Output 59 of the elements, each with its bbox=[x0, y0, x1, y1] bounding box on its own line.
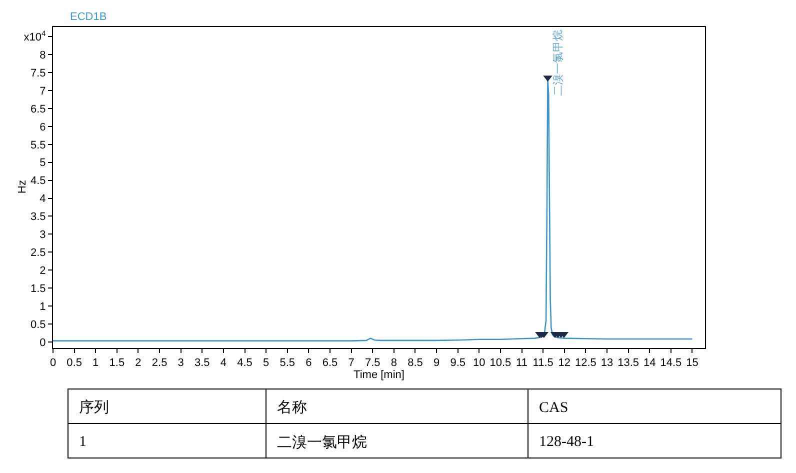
x-tick-label: 8 bbox=[390, 357, 397, 370]
x-tick-label: 1.5 bbox=[109, 357, 125, 370]
y-tick-label: 5.5 bbox=[30, 139, 46, 152]
x-tick-label: 0.5 bbox=[66, 357, 82, 370]
x-tick-label: 12.5 bbox=[574, 357, 596, 370]
y-axis-title: Hz bbox=[16, 180, 28, 194]
y-tick-label: 6 bbox=[40, 121, 46, 134]
x-tick-label: 10.5 bbox=[490, 357, 512, 370]
x-tick-label: 2.5 bbox=[152, 357, 168, 370]
x-tick-label: 15 bbox=[686, 357, 698, 370]
y-tick-label: 8 bbox=[40, 50, 46, 62]
x-tick-label: 11 bbox=[516, 357, 528, 370]
y-tick-label: 1 bbox=[40, 300, 46, 313]
x-tick-label: 1 bbox=[92, 357, 99, 370]
x-tick-label: 7 bbox=[348, 357, 354, 370]
x-tick-label: 7.5 bbox=[364, 357, 380, 370]
x-tick-label: 8.5 bbox=[408, 357, 423, 370]
y-tick-label: x10$^{4}$ bbox=[24, 28, 47, 44]
x-tick-label: 4.5 bbox=[237, 357, 252, 370]
x-tick-label: 3 bbox=[178, 357, 184, 370]
x-tick-label: 4 bbox=[220, 357, 227, 370]
text: 序列 bbox=[79, 399, 109, 416]
y-tick-label: 2.5 bbox=[30, 246, 46, 259]
y-tick-label: 4.5 bbox=[30, 175, 46, 188]
y-tick-label: 3.5 bbox=[30, 211, 46, 224]
y-tick-label: 5 bbox=[40, 157, 46, 170]
y-tick-label: 6.5 bbox=[30, 103, 46, 116]
x-tick-label: 9 bbox=[433, 357, 440, 370]
x-tick-label: 0 bbox=[50, 357, 56, 370]
x-tick-label: 13.5 bbox=[618, 357, 639, 370]
y-tick-label: 7.5 bbox=[30, 67, 46, 80]
y-tick-label: 7 bbox=[40, 85, 46, 98]
text: 128-48-1 bbox=[539, 434, 594, 450]
x-tick-label: 2 bbox=[135, 357, 142, 370]
y-tick-label: 1.5 bbox=[30, 282, 46, 295]
y-tick-label: 0.5 bbox=[30, 318, 46, 331]
y-tick-label: 2 bbox=[40, 264, 46, 277]
annotation: 二溴一氯甲烷 bbox=[552, 30, 565, 96]
text: 1 bbox=[79, 434, 86, 450]
y-tick-label: 4 bbox=[40, 193, 46, 206]
x-tick-label: 9.5 bbox=[450, 357, 466, 370]
x-tick-label: 3.5 bbox=[194, 357, 210, 370]
x-tick-label: 10 bbox=[473, 357, 486, 370]
x-axis-title: Time [min] bbox=[354, 369, 404, 382]
text: 名称 bbox=[277, 399, 307, 416]
x-tick-label: 6 bbox=[306, 357, 312, 370]
x-tick-label: 13 bbox=[600, 357, 614, 370]
x-tick-label: 6.5 bbox=[322, 357, 338, 370]
x-tick-label: 5.5 bbox=[280, 357, 296, 370]
y-tick-label: 3 bbox=[40, 229, 46, 242]
x-tick-label: 5 bbox=[263, 357, 270, 370]
text: 二溴一氯甲烷 bbox=[277, 434, 367, 451]
x-tick-label: 14.5 bbox=[660, 357, 682, 370]
y-tick-label: 0 bbox=[40, 336, 46, 349]
x-tick-label: 12 bbox=[558, 357, 570, 370]
x-tick-label: 11.5 bbox=[532, 357, 554, 370]
chart-title: ECD1B bbox=[70, 10, 107, 23]
x-tick-label: 14 bbox=[643, 357, 656, 370]
text: CAS bbox=[539, 400, 568, 416]
